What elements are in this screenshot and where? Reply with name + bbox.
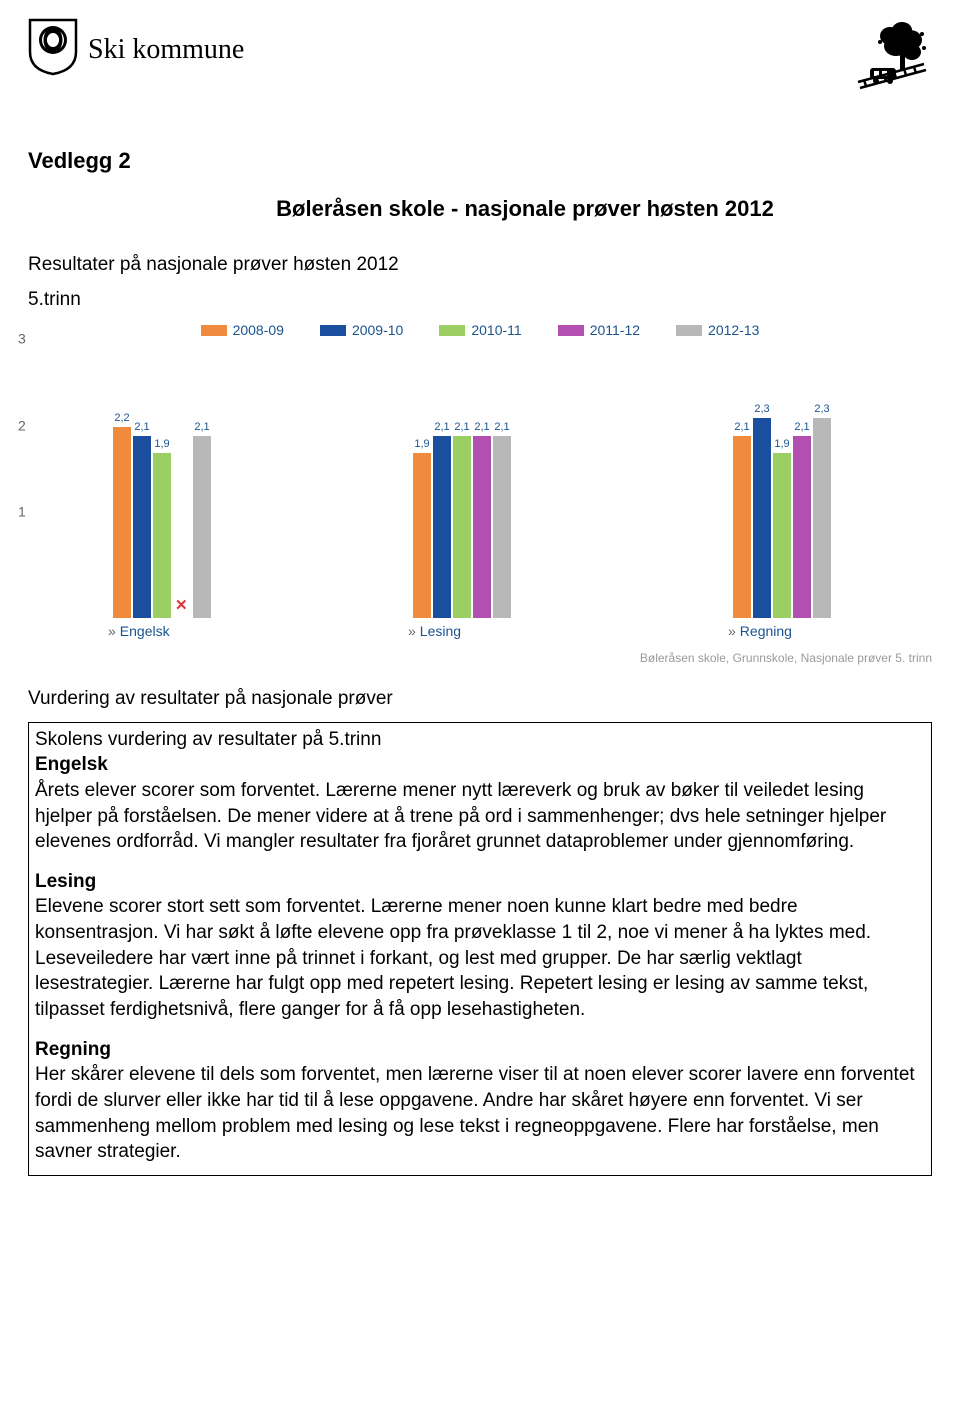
legend-swatch-icon xyxy=(676,325,702,336)
bar-value-label: 2,1 xyxy=(194,420,209,435)
box-heading: Skolens vurdering av resultater på 5.tri… xyxy=(35,727,925,753)
header-left: Ski kommune xyxy=(28,18,244,82)
chart-caption: Bøleråsen skole, Grunnskole, Nasjonale p… xyxy=(28,650,932,666)
chart-plot: 2,22,11,9✕2,11,92,12,12,12,12,12,31,92,1… xyxy=(42,358,932,618)
box-section-title: Regning xyxy=(35,1037,925,1063)
bar-value-label: 2,1 xyxy=(474,420,489,435)
y-tick: 1 xyxy=(18,503,26,522)
chevron-right-icon: » xyxy=(728,623,736,639)
bar-value-label: 2,3 xyxy=(754,402,769,417)
legend-label: 2010-11 xyxy=(471,321,521,340)
box-section-body: Elevene scorer stort sett som forventet.… xyxy=(35,894,925,1022)
shield-logo-icon xyxy=(28,18,78,82)
x-axis-label: »Regning xyxy=(728,622,792,641)
box-section-body: Her skårer elevene til dels som forvente… xyxy=(35,1062,925,1165)
chart-cluster: 1,92,12,12,12,1 xyxy=(382,358,542,618)
x-axis-label: »Engelsk xyxy=(108,622,170,641)
trinn-label: 5.trinn xyxy=(28,287,932,313)
legend-swatch-icon xyxy=(201,325,227,336)
content: Vedlegg 2 Bøleråsen skole - nasjonale pr… xyxy=(28,146,932,1176)
chevron-right-icon: » xyxy=(108,623,116,639)
legend-item: 2011-12 xyxy=(558,321,640,340)
bar-value-label: 1,9 xyxy=(414,437,429,452)
chart-bar: 2,1 xyxy=(433,436,451,618)
y-axis: 123 xyxy=(18,358,38,618)
legend-swatch-icon xyxy=(439,325,465,336)
chart-legend: 2008-09 2009-10 2010-11 2011-12 2012-13 xyxy=(28,321,932,340)
assessment-box: Skolens vurdering av resultater på 5.tri… xyxy=(28,722,932,1176)
x-axis-label: »Lesing xyxy=(408,622,461,641)
chart-bar: 2,1 xyxy=(493,436,511,618)
box-section-title: Lesing xyxy=(35,869,925,895)
chart-bar: 1,9 xyxy=(773,453,791,618)
chart-bar: 1,9 xyxy=(413,453,431,618)
bar-value-label: 2,1 xyxy=(434,420,449,435)
chart-bar: 2,3 xyxy=(753,418,771,617)
bar-chart: 2008-092009-102010-112011-122012-13 123 … xyxy=(28,321,932,666)
bar-group: 2,22,11,9✕2,1 xyxy=(82,358,242,618)
chart-bar: 2,1 xyxy=(453,436,471,618)
chart-bar: 2,1 xyxy=(793,436,811,618)
chevron-right-icon: » xyxy=(408,623,416,639)
x-label-text: Engelsk xyxy=(120,623,170,639)
bar-group: 2,12,31,92,12,3 xyxy=(702,358,862,618)
box-section-title: Engelsk xyxy=(35,752,925,778)
x-label-text: Lesing xyxy=(420,623,461,639)
bar-group: 1,92,12,12,12,1 xyxy=(382,358,542,618)
legend-item: 2008-09 xyxy=(201,321,284,340)
y-tick: 2 xyxy=(18,416,26,435)
chart-bar: 2,1 xyxy=(733,436,751,618)
vedlegg-label: Vedlegg 2 xyxy=(28,146,932,176)
legend-item: 2009-10 xyxy=(320,321,403,340)
box-section-body: Årets elever scorer som forventet. Lærer… xyxy=(35,778,925,855)
legend-item: 2012-13 xyxy=(676,321,759,340)
y-tick: 3 xyxy=(18,329,26,348)
chart-cluster: 2,22,11,9✕2,1 xyxy=(82,358,242,618)
org-name: Ski kommune xyxy=(88,31,244,69)
legend-swatch-icon xyxy=(558,325,584,336)
legend-label: 2009-10 xyxy=(352,321,403,340)
vurdering-heading: Vurdering av resultater på nasjonale prø… xyxy=(28,686,932,712)
chart-bar: 2,2 xyxy=(113,427,131,618)
chart-bar: ✕ xyxy=(173,600,191,618)
tree-train-icon xyxy=(852,18,932,96)
chart-bar: 2,1 xyxy=(473,436,491,618)
chart-bar: 2,3 xyxy=(813,418,831,617)
legend-label: 2012-13 xyxy=(708,321,759,340)
chart-cluster: 2,12,31,92,12,3 xyxy=(702,358,862,618)
bar-value-label: 2,2 xyxy=(114,411,129,426)
bar-value-label: 2,1 xyxy=(794,420,809,435)
legend-label: 2008-09 xyxy=(233,321,284,340)
x-axis-labels: »Engelsk»Lesing»Regning xyxy=(42,622,932,642)
chart-area: 123 2,22,11,9✕2,11,92,12,12,12,12,12,31,… xyxy=(18,358,932,648)
chart-bar: 1,9 xyxy=(153,453,171,618)
bar-value-label: 2,1 xyxy=(734,420,749,435)
chart-bar: 2,1 xyxy=(193,436,211,618)
chart-bar: 2,1 xyxy=(133,436,151,618)
bar-value-label: 1,9 xyxy=(154,437,169,452)
x-label-text: Regning xyxy=(740,623,792,639)
subtitle: Resultater på nasjonale prøver høsten 20… xyxy=(28,252,932,278)
legend-swatch-icon xyxy=(320,325,346,336)
bar-value-label: 1,9 xyxy=(774,437,789,452)
legend-label: 2011-12 xyxy=(590,321,640,340)
page-title: Bøleråsen skole - nasjonale prøver høste… xyxy=(118,194,932,224)
missing-data-x-icon: ✕ xyxy=(175,596,188,616)
legend-item: 2010-11 xyxy=(439,321,521,340)
bar-value-label: 2,1 xyxy=(134,420,149,435)
page-header: Ski kommune xyxy=(28,18,932,96)
bar-value-label: 2,1 xyxy=(494,420,509,435)
bar-value-label: 2,1 xyxy=(454,420,469,435)
bar-value-label: 2,3 xyxy=(814,402,829,417)
